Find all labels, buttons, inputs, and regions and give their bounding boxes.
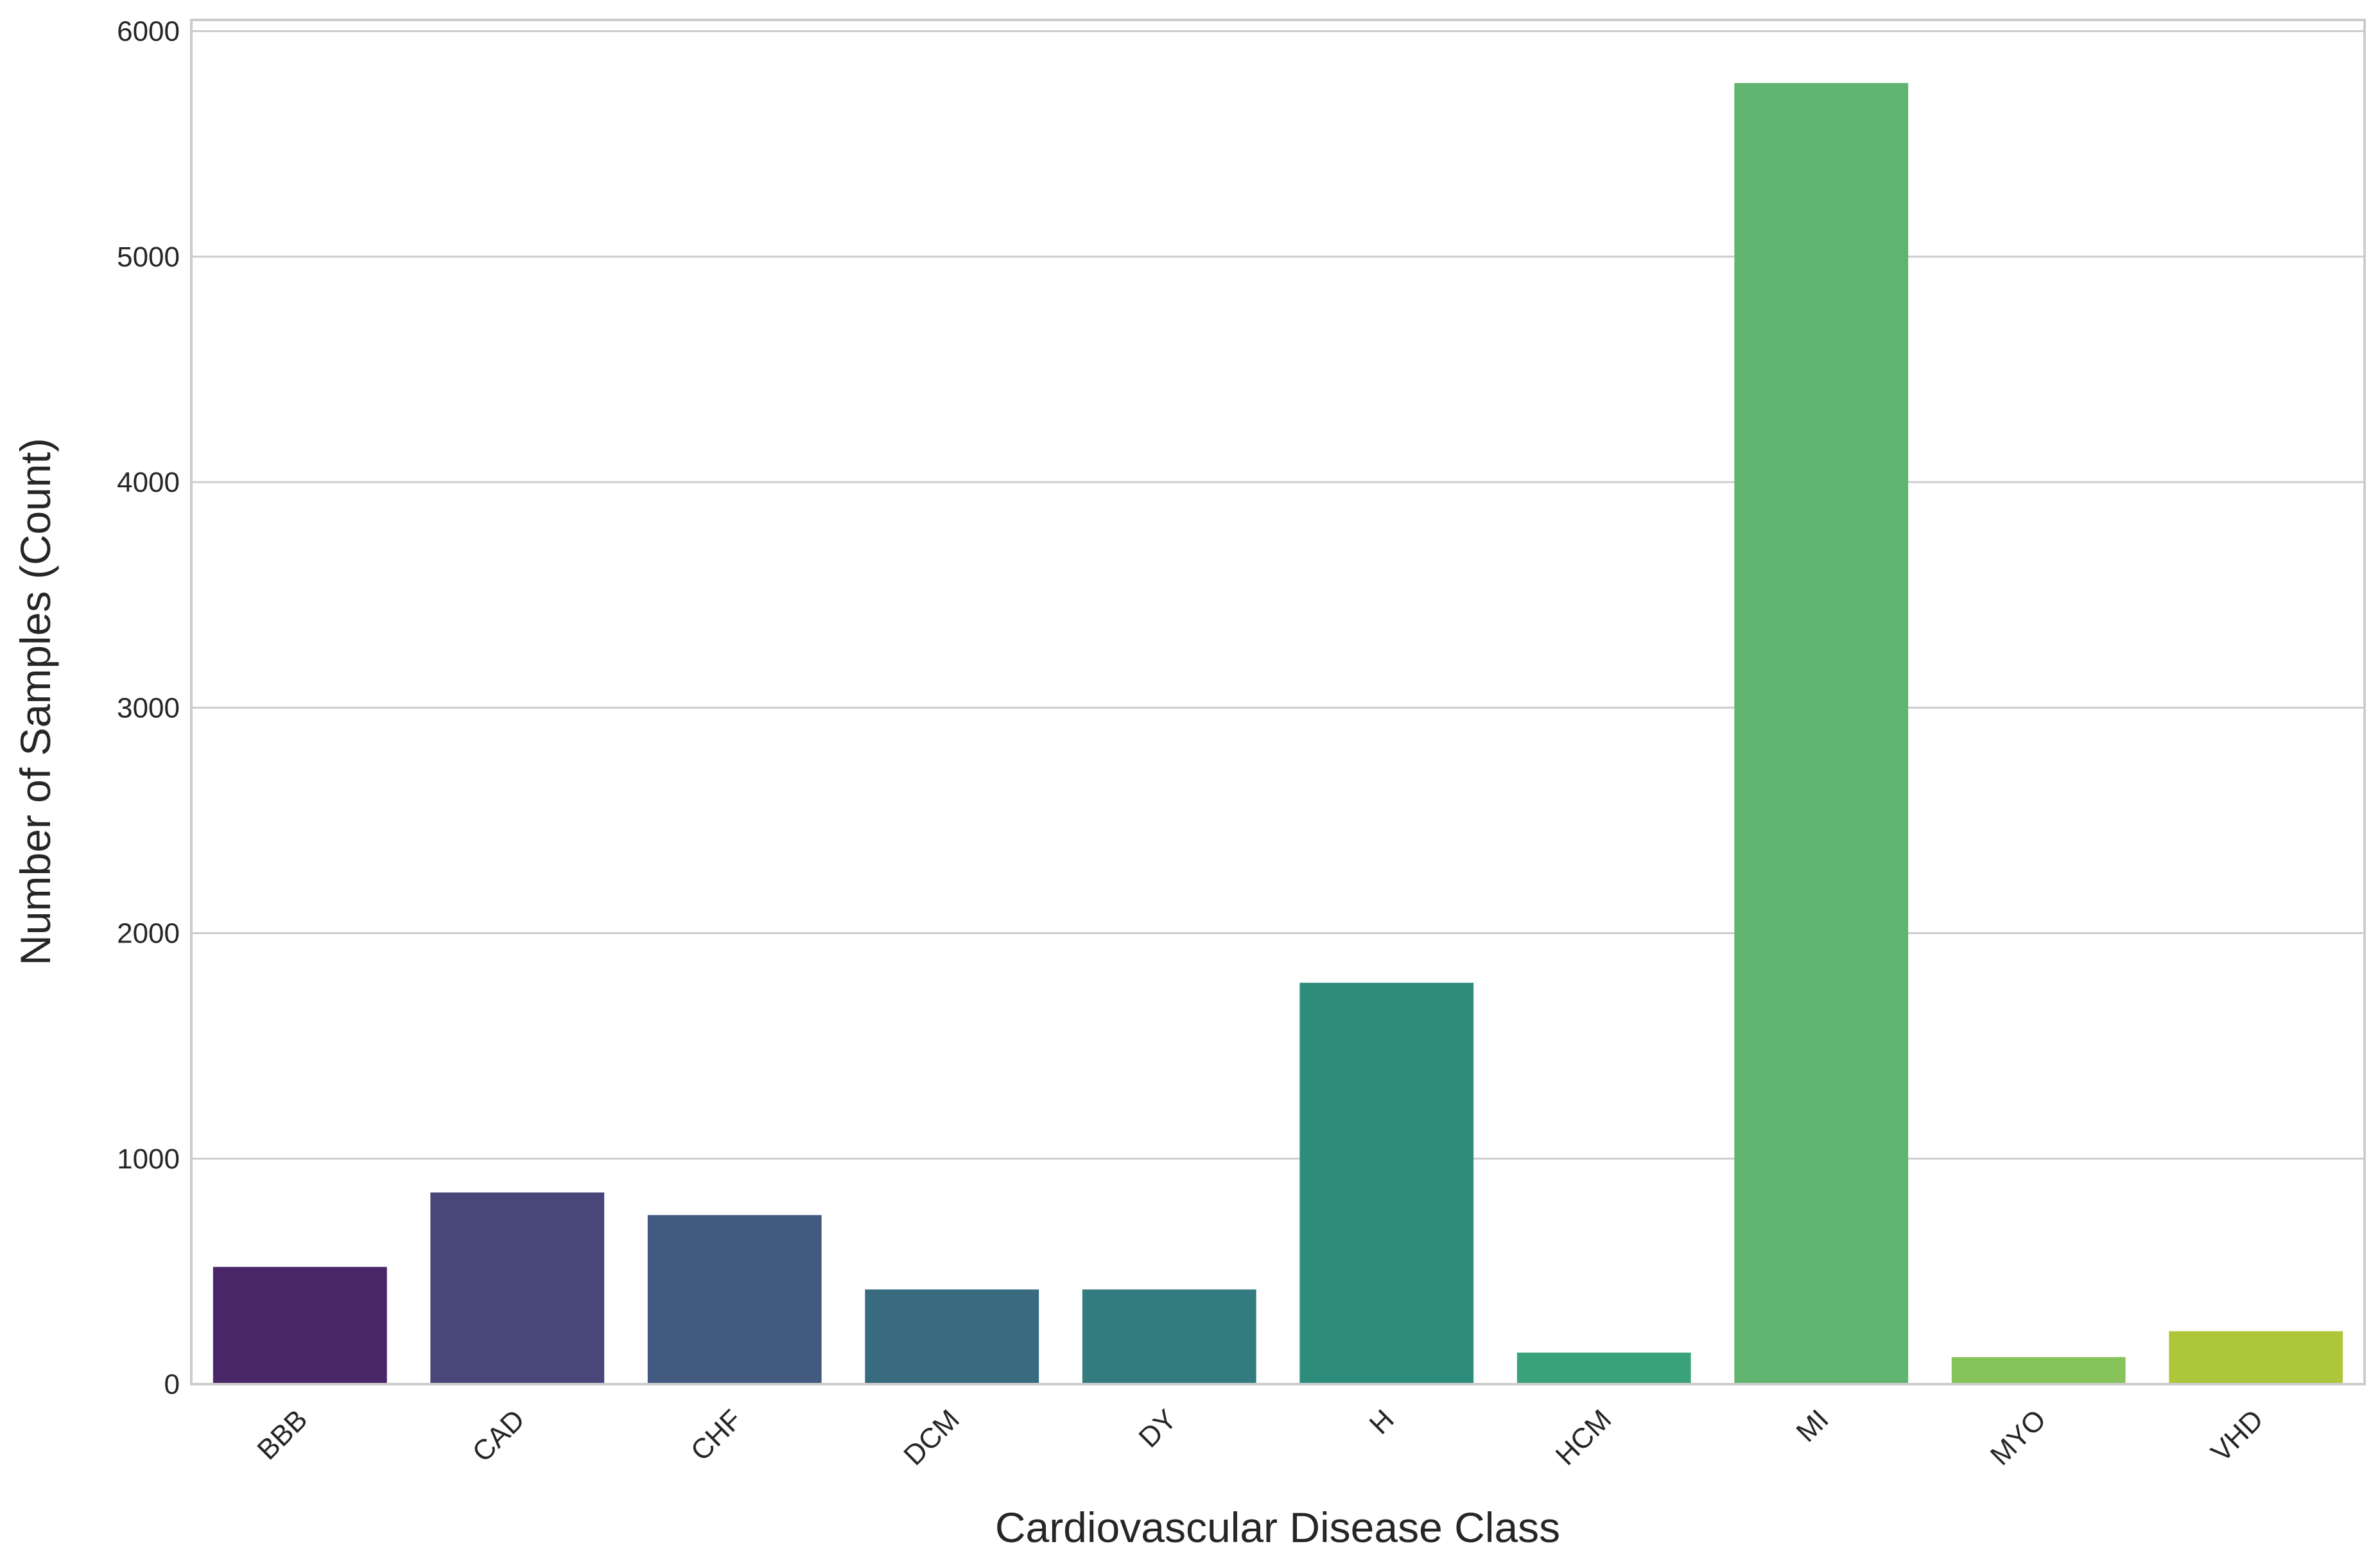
bar-h	[1299, 982, 1474, 1384]
bar-bbb	[213, 1267, 387, 1384]
bar-dcm	[865, 1289, 1039, 1384]
y-tick-label: 3000	[117, 692, 180, 724]
y-tick-labels: 0 1000 2000 3000 4000 5000 6000	[117, 16, 180, 1400]
x-tick-label: MI	[1791, 1403, 1835, 1448]
x-tick-label: BBB	[251, 1403, 313, 1466]
bars	[213, 83, 2343, 1384]
y-tick-label: 4000	[117, 467, 180, 498]
y-tick-label: 5000	[117, 241, 180, 273]
bar-chf	[647, 1215, 822, 1384]
y-tick-label: 6000	[117, 16, 180, 48]
x-tick-label: CHF	[685, 1403, 749, 1467]
x-tick-label: DCM	[898, 1403, 966, 1471]
bar-dy	[1082, 1289, 1256, 1384]
x-tick-label: MYO	[1985, 1403, 2053, 1471]
x-tick-label: VHD	[2205, 1403, 2269, 1468]
x-tick-label: DY	[1133, 1403, 1183, 1454]
y-tick-label: 2000	[117, 918, 180, 950]
plot-frame	[190, 19, 2366, 1385]
bar-vhd	[2169, 1331, 2343, 1384]
plot-background	[191, 20, 2365, 1384]
y-tick-label: 1000	[117, 1143, 180, 1175]
y-tick-label: 0	[164, 1369, 180, 1400]
x-axis-label: Cardiovascular Disease Class	[995, 1504, 1560, 1551]
bar-myo	[1951, 1357, 2126, 1384]
y-axis-label: Number of Samples (Count)	[12, 438, 59, 966]
x-tick-label: CAD	[466, 1403, 530, 1468]
grid-lines	[191, 30, 2365, 1385]
bar-hcm	[1516, 1352, 1691, 1384]
x-tick-label: H	[1364, 1403, 1400, 1440]
x-tick-label: HCM	[1550, 1403, 1618, 1471]
bar-cad	[430, 1192, 605, 1384]
bar-mi	[1734, 83, 1909, 1384]
x-tick-labels: BBB CAD CHF DCM DY H HCM MI MYO VHD	[251, 1403, 2269, 1471]
